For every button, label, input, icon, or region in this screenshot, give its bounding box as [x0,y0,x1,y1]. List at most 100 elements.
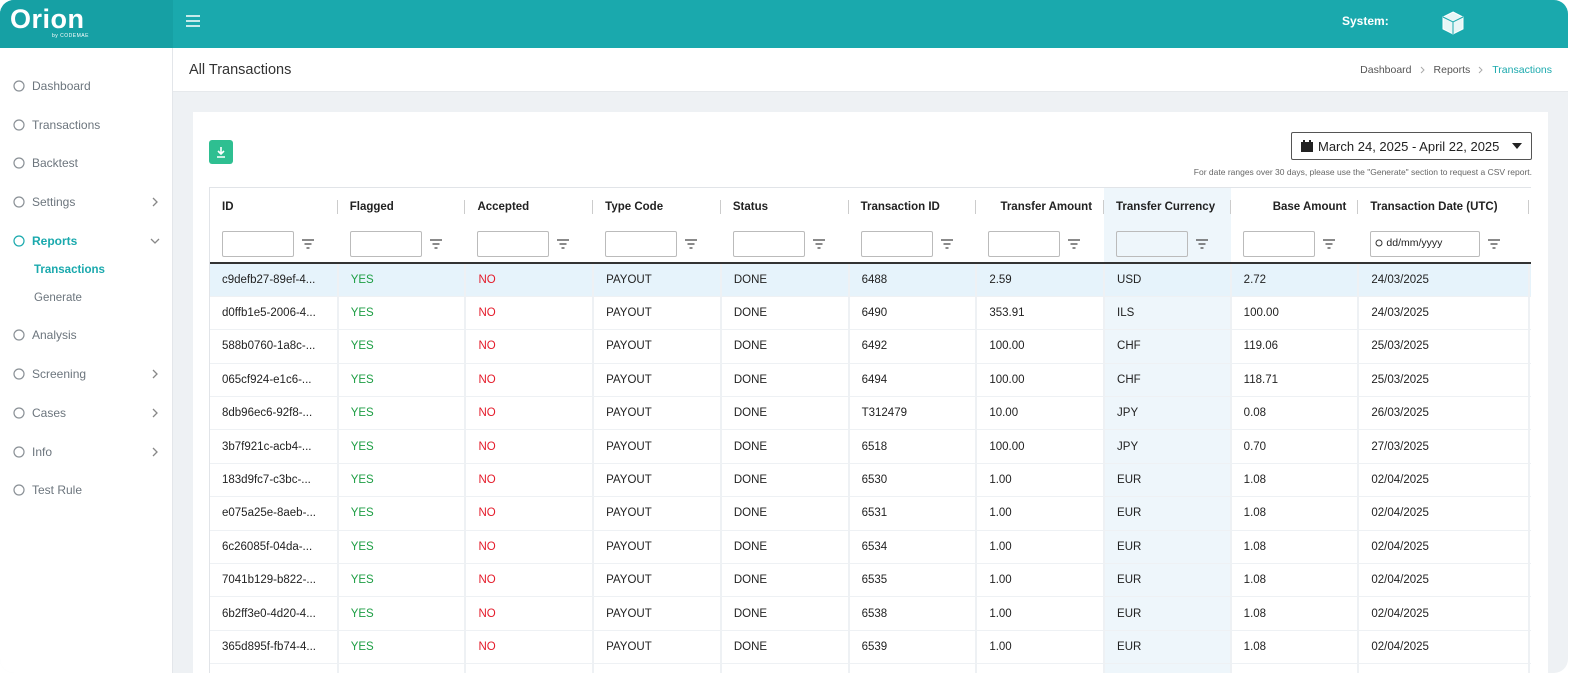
table-cell: 6b2ff3e0-4d20-4... [210,597,338,630]
table-row[interactable]: 365d895f-fb74-4...YESNOPAYOUTDONE65391.0… [210,630,1531,663]
table-row[interactable]: 8db96ec6-92f8-...YESNOPAYOUTDONET3124791… [210,397,1531,430]
breadcrumb[interactable]: Dashboard [1360,64,1411,76]
table-row[interactable]: 6c26085f-04da-...YESNOPAYOUTDONE65341.00… [210,530,1531,563]
nav-label: Cases [32,406,66,420]
table-row[interactable]: 7041b129-b822-...YESNOPAYOUTDONE65351.00… [210,564,1531,597]
table-cell: NO [465,363,593,396]
column-header[interactable]: Transaction Time [1529,188,1531,226]
filter-input[interactable] [988,231,1060,257]
table-cell: EUR [1104,530,1231,563]
filter-icon[interactable] [685,239,697,249]
table-row[interactable]: 588b0760-1a8c-...YESNOPAYOUTDONE6492100.… [210,330,1531,363]
table-cell: 065cf924-e1c6-... [210,363,338,396]
filter-input[interactable] [222,231,294,257]
nav-item[interactable]: Backtest [12,153,78,173]
nav-label: Reports [32,234,77,248]
download-button[interactable] [209,140,233,164]
table-cell: ILS [1104,296,1231,329]
table-cell: EUR [1104,597,1231,630]
nav-item[interactable]: Settings [12,192,75,212]
nav-icon [12,234,26,248]
table-cell: PAYOUT [593,597,721,630]
table-row[interactable]: e075a25e-8aeb-...YESNOPAYOUTDONE65311.00… [210,497,1531,530]
filter-icon[interactable] [1196,239,1208,249]
nav-item[interactable]: Cases [12,403,66,423]
logo[interactable]: Orion [10,4,85,35]
table-cell: NO [465,597,593,630]
column-header[interactable]: Transfer Amount [976,188,1104,226]
filter-input[interactable] [477,231,549,257]
column-header[interactable]: Transaction Date (UTC) [1358,188,1529,226]
table-cell: PAYOUT [593,564,721,597]
table-row[interactable]: d0ffb1e5-2006-4...YESNOPAYOUTDONE6490353… [210,296,1531,329]
column-header[interactable]: Type Code [593,188,721,226]
filter-icon[interactable] [557,239,569,249]
table-cell: 100.00 [1231,296,1359,329]
table-cell: YES [338,263,466,296]
nav-item[interactable]: Info [12,442,52,462]
table-cell: NO [465,330,593,363]
table-row[interactable]: c9defb27-89ef-4...YESNOPAYOUTDONE64882.5… [210,263,1531,296]
table-row[interactable]: 3b7f921c-acb4-...YESNOPAYOUTDONE6518100.… [210,430,1531,463]
table-row[interactable]: 6b2ff3e0-4d20-4...YESNOPAYOUTDONE65381.0… [210,597,1531,630]
nav-item[interactable]: Screening [12,364,86,384]
filter-input[interactable] [350,231,422,257]
nav-subitem[interactable]: Transactions [34,264,105,276]
filter-icon[interactable] [813,239,825,249]
nav-item[interactable]: Test Rule [12,480,82,500]
table-cell: EUR [1104,564,1231,597]
column-header[interactable]: Transaction ID [849,188,977,226]
filter-row: dd/mm/yyyydd/mm/yyyy [210,226,1531,263]
filter-icon[interactable] [430,239,442,249]
column-header[interactable]: Base Amount [1231,188,1359,226]
table-cell: DONE [721,497,849,530]
chevron [150,447,160,457]
table-cell: PAYOUT [593,630,721,663]
nav-item[interactable]: Transactions [12,115,100,135]
filter-input[interactable] [1243,231,1315,257]
column-header[interactable]: Status [721,188,849,226]
table-cell: 02/04/2025 [1358,597,1529,630]
filter-input[interactable] [861,231,933,257]
table-cell: 183d9fc7-c3bc-... [210,463,338,496]
filter-input[interactable] [733,231,805,257]
filter-input[interactable] [605,231,677,257]
table-cell: 6531 [849,497,977,530]
icon-shape [14,330,24,340]
column-header[interactable]: Transfer Currency [1104,188,1231,226]
system-label: System: [1342,14,1389,28]
table-cell: DONE [721,263,849,296]
column-header[interactable]: Flagged [338,188,466,226]
table-row[interactable]: 065cf924-e1c6-...YESNOPAYOUTDONE6494100.… [210,363,1531,396]
table-row[interactable]: 183d9fc7-c3bc-...YESNOPAYOUTDONE65301.00… [210,463,1531,496]
filter-icon[interactable] [1488,239,1500,249]
filter-icon[interactable] [1068,239,1080,249]
table-cell: 02/04/2025 [1358,463,1529,496]
chevron-shape [153,370,157,378]
nav-item[interactable]: Dashboard [12,76,91,96]
column-header[interactable]: Accepted [465,188,593,226]
filter-cell [721,226,849,263]
column-header[interactable]: ID [210,188,338,226]
filter-input[interactable]: dd/mm/yyyy [1370,231,1480,257]
menu-toggle[interactable] [185,14,201,28]
nav-subitem[interactable]: Generate [34,292,82,304]
filter-icon[interactable] [302,239,314,249]
user-avatar[interactable] [1440,10,1466,36]
filter-cell [465,226,593,263]
filter-icon[interactable] [1323,239,1335,249]
filter-input[interactable] [1116,231,1188,257]
table-cell: EUR [1104,463,1231,496]
filter-icon[interactable] [941,239,953,249]
date-range-picker[interactable]: March 24, 2025 - April 22, 2025 [1291,132,1532,160]
table-cell: PAYOUT [593,430,721,463]
download-icon [209,140,233,164]
icon-shape [14,369,24,379]
nav-item[interactable]: Reports [12,231,77,251]
icon-shape [14,81,24,91]
nav-icon [12,406,26,420]
table-cell-empty [1104,664,1231,673]
breadcrumb[interactable]: Reports [1434,64,1471,76]
filter-cell [976,226,1104,263]
nav-item[interactable]: Analysis [12,325,77,345]
